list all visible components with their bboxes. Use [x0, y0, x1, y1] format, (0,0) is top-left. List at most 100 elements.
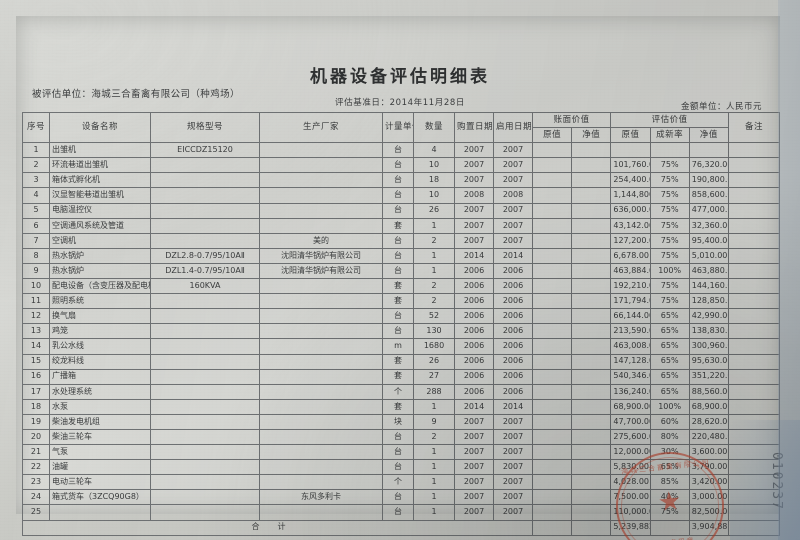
- in-service-date: 2007: [493, 459, 533, 476]
- newness-rate: 100%: [649, 262, 690, 280]
- header-row-1: 序号 设备名称 规格型号 生产厂家 计量单位 数量 购置日期 启用日期 账面价值…: [22, 111, 780, 144]
- manufacturer: 美的: [259, 232, 383, 249]
- appraised-original-value: 7,500.00: [610, 489, 651, 506]
- col-no: 序号: [22, 111, 50, 144]
- row-no: 1: [22, 142, 50, 159]
- purchase-date: 2007: [454, 232, 494, 249]
- book-original-value: [531, 444, 573, 461]
- book-original-value: [531, 308, 573, 325]
- book-net-value: [571, 172, 612, 189]
- purchase-date: 2014: [454, 247, 494, 264]
- book-original-value: [531, 353, 573, 370]
- appraised-net-value: 3,600.00: [688, 444, 730, 461]
- in-service-date: 2008: [493, 187, 533, 204]
- measure-unit: 套: [382, 293, 414, 310]
- manufacturer: [259, 202, 383, 219]
- book-original-value: [531, 338, 573, 355]
- remark: [728, 338, 780, 355]
- purchase-date: 2007: [454, 413, 494, 430]
- quantity: 9: [413, 413, 455, 430]
- book-original-value: [531, 368, 573, 385]
- equipment-spec: [150, 413, 260, 430]
- col-name: 设备名称: [49, 111, 151, 144]
- row-no: 24: [22, 489, 50, 506]
- book-original-value: [531, 293, 573, 310]
- measure-unit: 台: [382, 232, 414, 249]
- equipment-spec: DZL2.8-0.7/95/10AⅡ: [150, 247, 260, 264]
- appraised-net-value: 138,830.00: [688, 323, 730, 340]
- in-service-date: 2006: [493, 368, 533, 385]
- book-net-value: [571, 444, 612, 461]
- manufacturer: [259, 187, 383, 204]
- equipment-spec: [150, 232, 260, 249]
- row-no: 3: [22, 172, 50, 189]
- measure-unit: 台: [382, 428, 414, 446]
- equipment-spec: [150, 368, 260, 385]
- measure-unit: 套: [382, 398, 414, 415]
- document-title: 机器设备评估明细表: [310, 67, 490, 87]
- newness-rate: 65%: [649, 368, 690, 385]
- newness-rate: 65%: [649, 459, 690, 476]
- remark: [728, 368, 780, 385]
- row-no: 16: [22, 368, 50, 385]
- purchase-date: 2007: [454, 459, 494, 476]
- col-appraise-original: 原值: [610, 127, 651, 144]
- remark: [728, 202, 780, 219]
- newness-rate: 100%: [649, 398, 690, 415]
- measure-unit: 台: [382, 489, 414, 506]
- book-original-value: [531, 323, 573, 340]
- equipment-name: 箱式货车（3ZCQ90G8）: [49, 489, 151, 506]
- appraised-original-value: 636,000.00: [610, 202, 651, 219]
- appraised-original-value: 5,830.00: [610, 459, 651, 476]
- total-appraise-net: 3,904,881.00: [688, 519, 730, 536]
- appraised-original-value: 66,144.00: [610, 308, 651, 325]
- appraised-original-value: 68,900.00: [610, 398, 651, 415]
- appraised-net-value: [688, 142, 730, 159]
- table-row: 12 换气扇台 52 2006 2006 66,144.00 65% 42,990.00: [22, 308, 780, 325]
- manufacturer: [259, 398, 383, 415]
- book-net-value: [571, 489, 612, 506]
- equipment-name: 绞龙料线: [49, 353, 151, 370]
- book-original-value: [531, 187, 573, 204]
- purchase-date: 2007: [454, 474, 494, 491]
- row-no: 5: [22, 202, 50, 219]
- manufacturer: 东风多利卡: [259, 489, 383, 506]
- remark: [728, 262, 780, 280]
- equipment-spec: [150, 293, 260, 310]
- appraised-net-value: 144,160.00: [688, 278, 730, 295]
- purchase-date: 2007: [454, 504, 494, 521]
- book-original-value: [531, 202, 573, 219]
- book-net-value: [571, 247, 612, 264]
- appraised-net-value: 351,220.00: [688, 368, 730, 385]
- purchase-date: 2006: [454, 368, 494, 385]
- equipment-name: 空调机: [49, 232, 151, 249]
- newness-rate: 65%: [649, 338, 690, 355]
- remark: [728, 293, 780, 310]
- equipment-name: 气泵: [49, 444, 151, 461]
- quantity: 2: [413, 278, 455, 295]
- book-original-value: [531, 172, 573, 189]
- purchase-date: 2007: [454, 202, 494, 219]
- equipment-name: 水泵: [49, 398, 151, 415]
- row-no: 20: [22, 428, 50, 446]
- in-service-date: 2007: [493, 504, 533, 521]
- quantity: 1: [413, 444, 455, 461]
- book-original-value: [531, 489, 573, 506]
- book-original-value: [531, 398, 573, 415]
- equipment-name: 热水锅炉: [49, 262, 151, 280]
- book-net-value: [571, 383, 612, 400]
- book-original-value: [531, 262, 573, 280]
- book-net-value: [571, 187, 612, 204]
- in-service-date: 2007: [493, 489, 533, 506]
- purchase-date: 2007: [454, 444, 494, 461]
- col-unit: 计量单位: [382, 111, 414, 144]
- equipment-spec: EICCDZ15120: [150, 142, 260, 159]
- manufacturer: [259, 474, 383, 491]
- remark: [728, 323, 780, 340]
- in-service-date: 2007: [493, 142, 533, 159]
